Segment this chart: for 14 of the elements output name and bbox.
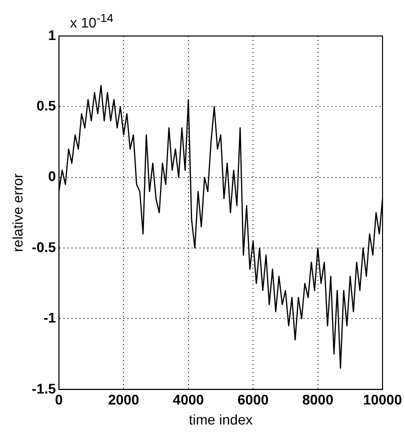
x-tick-label: 2000 — [108, 392, 140, 408]
x-tick-label: 6000 — [238, 392, 269, 408]
y-tick-label: 1 — [48, 26, 56, 43]
y-axis-title: relative error — [9, 173, 26, 252]
y-tick-label: 0.5 — [36, 98, 56, 114]
x-tick-label: 8000 — [302, 392, 334, 408]
x-axis-title: time index — [188, 411, 253, 428]
y-tick-label: 0 — [48, 168, 56, 184]
y-tick-label: -0.5 — [32, 238, 56, 255]
x-tick-label: 4000 — [172, 392, 204, 408]
y-tick-label: -1 — [43, 310, 56, 326]
y-tick-label: -1.5 — [32, 380, 56, 396]
text: x 10$^{-14}$ — [70, 12, 114, 31]
x-tick-label: 10000 — [363, 392, 402, 408]
